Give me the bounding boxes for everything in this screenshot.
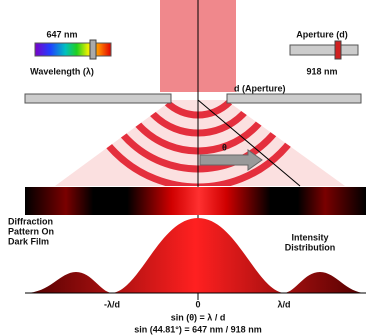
formula: sin (θ) = λ / d xyxy=(171,312,226,322)
formula-values: sin (44.81°) = 647 nm / 918 nm xyxy=(134,324,261,334)
film-label: Diffraction xyxy=(8,216,53,226)
screen-left xyxy=(25,94,171,103)
axis-label: -λ/d xyxy=(104,299,120,309)
screen-right xyxy=(227,94,361,103)
intensity-label: Intensity xyxy=(291,232,328,242)
aperture-slider[interactable] xyxy=(290,45,358,55)
intensity-curve xyxy=(25,218,366,293)
diffraction-film xyxy=(25,187,366,215)
wavelength-value: 647 nm xyxy=(46,29,77,39)
aperture-thumb[interactable] xyxy=(335,41,341,59)
aperture-value: 918 nm xyxy=(306,66,337,76)
diffraction-diagram: 647 nm Wavelength (λ) Aperture (d) 918 n… xyxy=(0,0,366,336)
wavelength-label: Wavelength (λ) xyxy=(30,66,94,76)
axis-label: 0 xyxy=(195,299,200,309)
aperture-label: Aperture (d) xyxy=(296,29,348,39)
film-label: Dark Film xyxy=(8,236,49,246)
aperture-bar-label: d (Aperture) xyxy=(234,83,286,93)
axis-label: λ/d xyxy=(277,299,290,309)
wavelength-thumb[interactable] xyxy=(90,40,96,59)
wavelength-slider[interactable] xyxy=(35,43,111,56)
film-label: Pattern On xyxy=(8,226,54,236)
angle-label: θ xyxy=(222,142,227,152)
intensity-label: Distribution xyxy=(285,242,336,252)
